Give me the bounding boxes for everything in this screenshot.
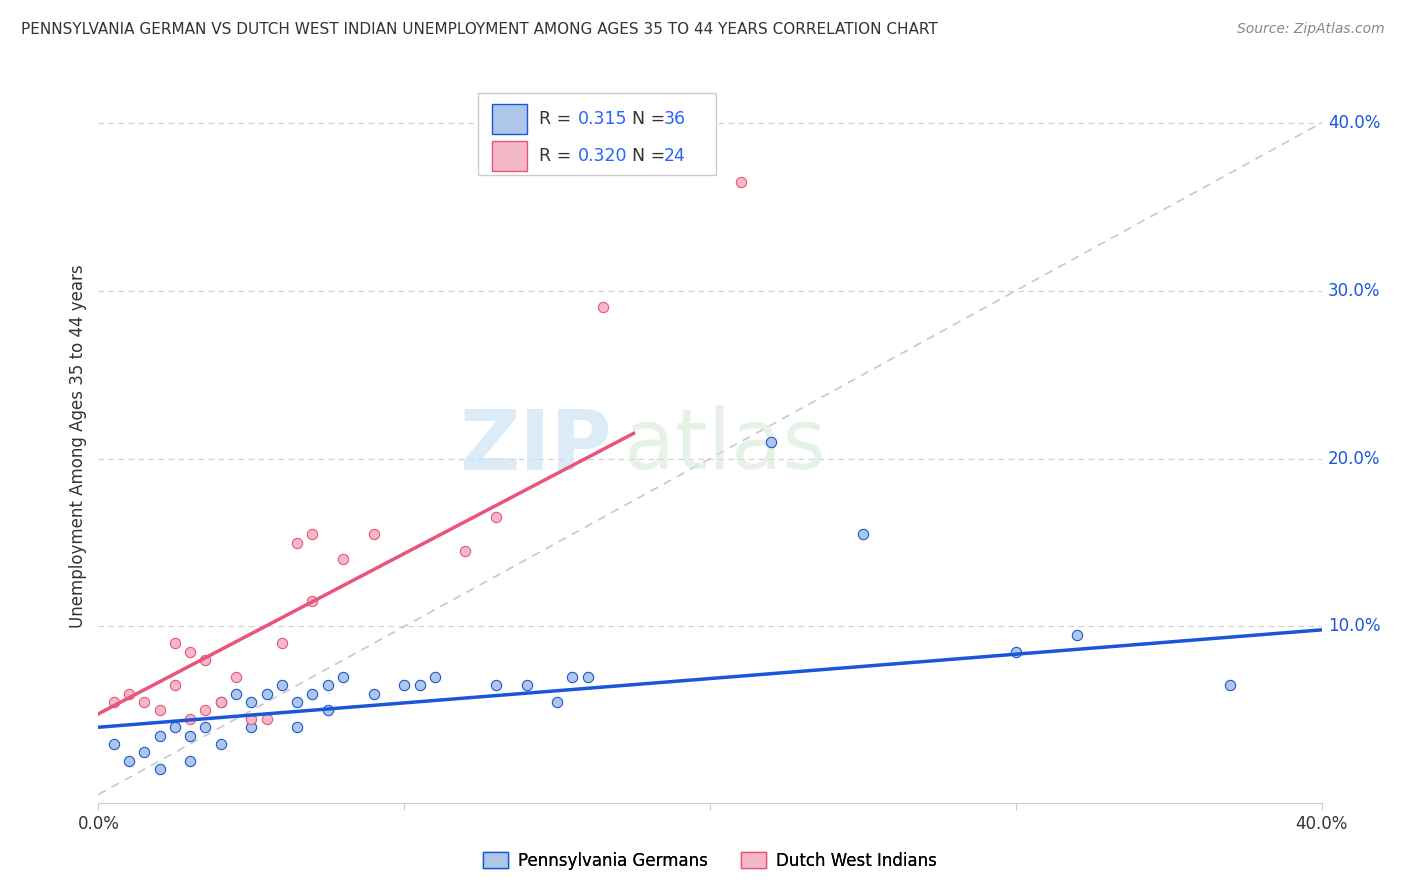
Bar (492, 104, 527, 134)
Point (163, 678, 186, 692)
Text: 20.0%: 20.0% (1327, 450, 1381, 467)
Point (285, 720, 308, 734)
Point (179, 712, 201, 726)
Point (485, 678, 508, 692)
Point (209, 695, 232, 709)
Text: N =: N = (620, 147, 671, 165)
Point (852, 527, 875, 541)
Point (1066, 628, 1088, 642)
Text: R =: R = (538, 111, 576, 128)
Point (179, 754, 201, 768)
Point (194, 720, 217, 734)
Point (194, 703, 217, 717)
Point (270, 678, 292, 692)
Text: atlas: atlas (624, 406, 827, 486)
Point (1219, 678, 1241, 692)
Point (408, 678, 430, 692)
Point (256, 712, 278, 726)
Point (454, 544, 477, 558)
Text: 0.320: 0.320 (578, 147, 627, 165)
Text: PENNSYLVANIA GERMAN VS DUTCH WEST INDIAN UNEMPLOYMENT AMONG AGES 35 TO 44 YEARS : PENNSYLVANIA GERMAN VS DUTCH WEST INDIAN… (21, 22, 938, 37)
Point (163, 636, 186, 650)
Text: N =: N = (620, 111, 671, 128)
FancyBboxPatch shape (478, 93, 716, 175)
Text: 0.315: 0.315 (578, 111, 627, 128)
Point (149, 762, 172, 776)
Point (759, 434, 782, 449)
Text: 36: 36 (664, 111, 686, 128)
Point (209, 737, 232, 751)
Point (240, 720, 263, 734)
Point (316, 703, 339, 717)
Point (225, 687, 247, 701)
Point (730, 175, 752, 189)
Text: 24: 24 (664, 147, 685, 165)
Text: ZIP: ZIP (460, 406, 612, 486)
Point (516, 678, 538, 692)
Point (285, 535, 308, 549)
Point (301, 527, 323, 541)
Point (163, 720, 186, 734)
Point (194, 653, 217, 667)
Point (103, 695, 125, 709)
Point (256, 687, 278, 701)
Text: R =: R = (538, 147, 576, 165)
Point (240, 712, 263, 726)
Text: 10.0%: 10.0% (1327, 617, 1381, 635)
Point (363, 527, 385, 541)
Point (363, 687, 385, 701)
Point (301, 687, 323, 701)
Point (332, 552, 354, 566)
Point (134, 695, 156, 709)
Point (485, 510, 508, 524)
Point (179, 729, 201, 743)
Point (134, 746, 156, 760)
Text: Source: ZipAtlas.com: Source: ZipAtlas.com (1237, 22, 1385, 37)
Point (118, 754, 141, 768)
Point (209, 695, 232, 709)
Point (546, 695, 568, 709)
Point (103, 737, 125, 751)
Point (149, 729, 172, 743)
Point (149, 703, 172, 717)
Bar (492, 141, 527, 171)
Point (240, 695, 263, 709)
Y-axis label: Unemployment Among Ages 35 to 44 years: Unemployment Among Ages 35 to 44 years (69, 264, 87, 628)
Point (423, 670, 446, 684)
Point (118, 687, 141, 701)
Point (332, 670, 354, 684)
Text: 30.0%: 30.0% (1327, 282, 1381, 300)
Point (1004, 645, 1026, 659)
Point (576, 670, 599, 684)
Point (392, 678, 416, 692)
Point (561, 670, 583, 684)
Legend: Pennsylvania Germans, Dutch West Indians: Pennsylvania Germans, Dutch West Indians (477, 846, 943, 877)
Text: 40.0%: 40.0% (1327, 114, 1381, 132)
Point (270, 636, 292, 650)
Point (285, 695, 308, 709)
Point (179, 645, 201, 659)
Point (592, 301, 614, 315)
Point (316, 678, 339, 692)
Point (301, 594, 323, 608)
Point (225, 670, 247, 684)
